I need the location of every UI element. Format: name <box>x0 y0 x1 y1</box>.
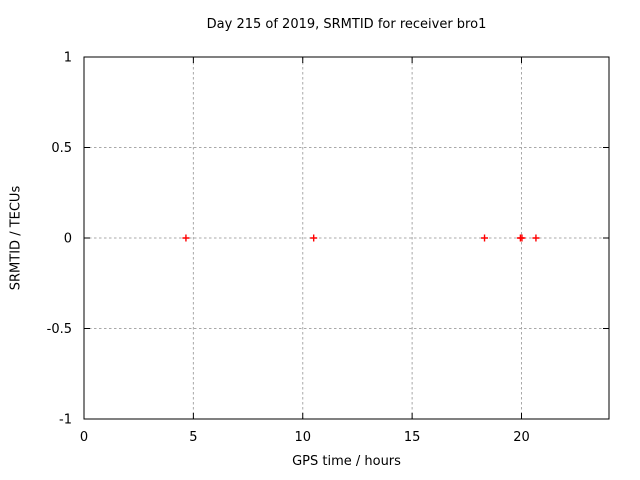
data-point-marker <box>481 234 489 242</box>
y-tick-label: 1 <box>64 51 72 66</box>
x-axis-label: GPS time / hours <box>292 454 401 469</box>
x-tick-label: 20 <box>513 430 530 445</box>
x-tick-label: 10 <box>294 430 311 445</box>
y-tick-label: -0.5 <box>47 322 72 337</box>
data-point-marker <box>518 234 526 242</box>
data-point-marker <box>532 234 540 242</box>
y-tick-label: 0.5 <box>51 141 72 156</box>
data-point-marker <box>310 234 318 242</box>
x-tick-label: 15 <box>404 430 421 445</box>
y-tick-label: 0 <box>64 232 72 247</box>
y-tick-label: -1 <box>59 413 72 428</box>
x-tick-label: 5 <box>189 430 197 445</box>
chart-title: Day 215 of 2019, SRMTID for receiver bro… <box>206 17 487 32</box>
data-point-marker <box>182 234 190 242</box>
x-tick-label: 0 <box>80 430 88 445</box>
